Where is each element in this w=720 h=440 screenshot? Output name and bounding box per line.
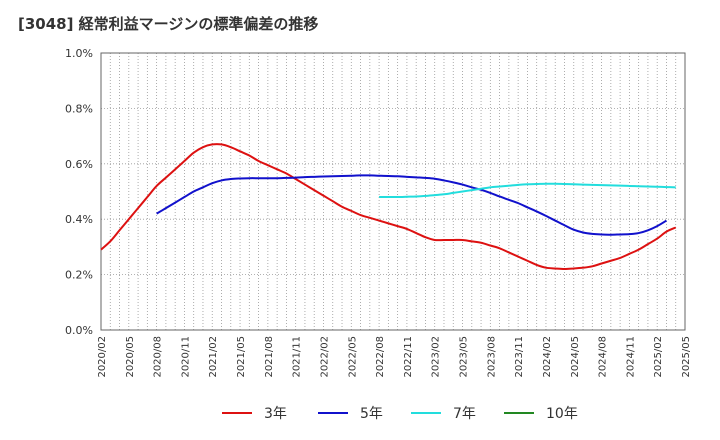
legend-label: 7年 — [453, 406, 476, 422]
x-tick-label: 2025/05 — [681, 336, 692, 378]
x-tick-label: 2023/05 — [459, 336, 470, 378]
legend-label: 3年 — [264, 406, 287, 422]
x-tick-label: 2024/08 — [598, 336, 609, 378]
y-gridlines — [101, 108, 685, 276]
y-tick-label: 0.4% — [65, 213, 93, 226]
x-tick-label: 2025/02 — [653, 336, 664, 378]
x-tick-label: 2020/11 — [180, 336, 191, 378]
x-tick-label: 2020/02 — [97, 336, 108, 378]
x-tick-label: 2023/08 — [486, 336, 497, 378]
x-tick-label: 2023/02 — [431, 336, 442, 378]
legend-label: 5年 — [360, 406, 383, 422]
plot-area — [101, 53, 685, 330]
legend: 3年 5年 7年 10年 — [222, 406, 578, 422]
legend-label: 10年 — [546, 406, 578, 422]
y-tick-label: 0.2% — [65, 269, 93, 282]
series-line-7年 — [379, 182, 676, 199]
x-axis-labels: 2020/02 2020/05 2020/08 2020/11 2021/02 2021/… — [97, 336, 692, 378]
y-tick-label: 0.8% — [65, 102, 93, 115]
x-tick-label: 2022/08 — [375, 336, 386, 378]
x-gridlines — [109, 53, 677, 330]
x-tick-label: 2024/02 — [542, 336, 553, 378]
x-tick-label: 2020/08 — [153, 336, 164, 378]
x-tick-label: 2021/05 — [236, 336, 247, 378]
series-line-5年 — [156, 174, 667, 236]
x-tick-label: 2021/02 — [208, 336, 219, 378]
chart-title: [3048] 経常利益マージンの標準偏差の推移 — [18, 15, 319, 33]
y-tick-label: 0.0% — [65, 324, 93, 337]
x-tick-label: 2023/11 — [514, 336, 525, 378]
y-tick-label: 0.6% — [65, 158, 93, 171]
series-lines — [100, 143, 677, 271]
x-tick-label: 2022/11 — [403, 336, 414, 378]
series-line-3年 — [100, 143, 677, 271]
y-axis-labels: 0.0% 0.2% 0.4% 0.6% 0.8% 1.0% — [65, 47, 93, 337]
x-tick-label: 2021/11 — [292, 336, 303, 378]
x-tick-label: 2022/05 — [347, 336, 358, 378]
x-tick-label: 2024/11 — [625, 336, 636, 378]
x-tick-label: 2021/08 — [264, 336, 275, 378]
x-tick-label: 2020/05 — [125, 336, 136, 378]
x-tick-label: 2022/02 — [319, 336, 330, 378]
x-tick-label: 2024/05 — [570, 336, 581, 378]
plot-border — [100, 52, 686, 331]
y-tick-label: 1.0% — [65, 47, 93, 60]
